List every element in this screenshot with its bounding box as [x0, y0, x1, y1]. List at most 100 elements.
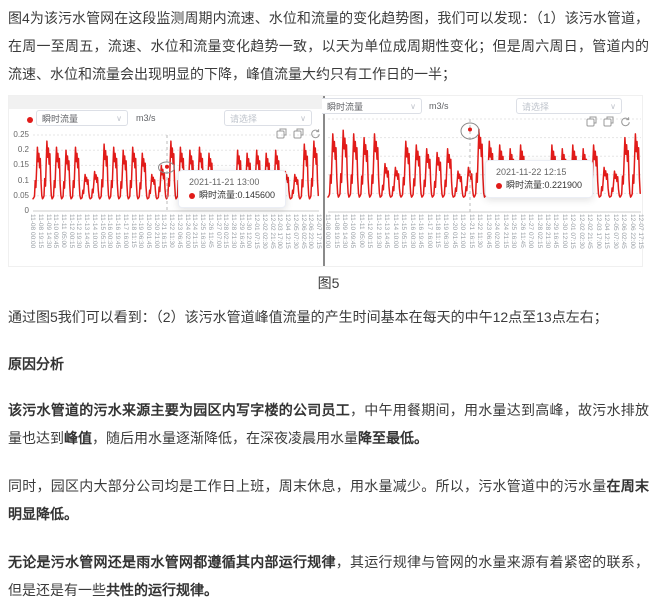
x-tick-label: 11-08 19:15: [36, 214, 44, 249]
x-tick-label: 11-24 02:00: [493, 214, 501, 249]
x-tick-label: 11-19 06:30: [442, 214, 450, 249]
refresh-icon[interactable]: [620, 116, 631, 127]
x-tick-label: 12-06 02:45: [620, 214, 628, 249]
filter-select-placeholder: 请选择: [230, 113, 258, 124]
x-tick-label: 11-20 01:45: [450, 214, 458, 249]
x-tick-label: 11-18 11:15: [129, 214, 137, 248]
x-tick-label: 11-08 00:00: [29, 214, 36, 249]
paragraph-figure4-text: 图4为该污水管网在这段监测周期内流速、水位和流量的变化趋势图，我们可以发现：（1…: [8, 10, 649, 82]
x-tick-label: 11-24 21:15: [501, 214, 509, 249]
x-tick-label: 12-05 07:30: [611, 214, 619, 249]
save-image-icon[interactable]: [293, 128, 304, 139]
legend-dot: [27, 117, 33, 123]
x-tick-label: 11-15 05:15: [98, 214, 106, 249]
x-tick-label: 11-28 21:30: [543, 214, 551, 249]
x-tick-label: 12-02 02:30: [260, 214, 268, 249]
x-tick-label: 11-25 16:30: [510, 214, 518, 249]
x-tick-label: 11-25 16:30: [199, 214, 207, 249]
y-tick-label: 0: [24, 206, 29, 215]
chevron-down-icon: ∨: [300, 113, 306, 123]
series-select[interactable]: 瞬时流量 ∨: [36, 110, 128, 126]
x-tick-label: 11-24 02:00: [183, 214, 191, 249]
filter-select[interactable]: 请选择 ∨: [516, 98, 622, 114]
paragraph-figure5: 通过图5我们可以看到：（2）该污水管道峰值流量的产生时间基本在每天的中午12点至…: [8, 303, 649, 331]
x-tick-label: 12-02 21:45: [586, 214, 594, 249]
paragraph-figure4: 图4为该污水管网在这段监测周期内流速、水位和流量的变化趋势图，我们可以发现：（1…: [8, 4, 649, 88]
x-tick-label: 12-06 22:00: [307, 214, 315, 249]
x-tick-label: 11-08 00:00: [324, 214, 331, 249]
tooltip-datetime: 2021-11-21 13:00: [189, 177, 260, 187]
x-tick-label: 11-09 14:30: [340, 214, 348, 249]
x-tick-label: 12-04 12:15: [284, 214, 292, 249]
tooltip-value: 瞬时流量:0.221900: [506, 180, 583, 190]
x-tick-label: 11-21 16:15: [467, 214, 475, 249]
panel-header-strip: [9, 96, 323, 109]
x-tick-label: 11-16 00:30: [106, 214, 114, 249]
x-tick-label: 11-20 21:00: [152, 214, 160, 249]
x-tick-label: 11-27 07:00: [527, 214, 534, 249]
bold-text: 降至最低。: [358, 430, 428, 446]
x-tick-label: 11-13 14:45: [83, 214, 91, 249]
x-tick-label: 11-18 11:15: [434, 214, 441, 248]
y-tick-label: 0.25: [13, 130, 29, 139]
x-tick-label: 11-29 16:45: [552, 214, 560, 249]
x-tick-label: 12-06 02:45: [299, 214, 307, 249]
y-tick-label: 0.05: [13, 190, 29, 200]
chart-toolbox: [276, 128, 321, 139]
save-image-icon[interactable]: [603, 116, 614, 127]
normal-text: ，随后用水量逐渐降低，在深夜凌晨用水量: [92, 430, 358, 446]
series-select[interactable]: 瞬时流量 ∨: [322, 98, 422, 114]
series-select-value: 瞬时流量: [42, 113, 79, 124]
x-tick-label: 11-26 11:45: [206, 214, 214, 248]
normal-text: 同时，园区内大部分公司均是工作日上班，周末休息，用水量减少。所以，污水管道中的污…: [8, 478, 607, 494]
series-dot: [496, 182, 502, 189]
bold-text: 共性的运行规律。: [106, 582, 218, 598]
chart-divider: [323, 96, 325, 266]
x-tick-label: 11-28 02:15: [222, 214, 230, 249]
x-tick-label: 11-22 11:30: [168, 214, 176, 248]
x-tick-label: 12-02 02:30: [577, 214, 585, 249]
x-tick-label: 11-20 01:45: [144, 214, 152, 249]
x-tick-label: 12-01 07:15: [253, 214, 261, 249]
unit-label: m3/s: [136, 113, 156, 123]
filter-select[interactable]: 请选择 ∨: [224, 110, 312, 126]
x-tick-label: 11-17 16:00: [121, 214, 129, 249]
x-tick-label: 11-19 06:30: [137, 214, 145, 249]
refresh-icon[interactable]: [310, 128, 321, 139]
chart-tooltip: 2021-11-21 13:00 瞬时流量:0.145600: [178, 170, 287, 208]
x-tick-label: 12-03 17:00: [276, 214, 284, 249]
x-tick-label: 11-29 16:45: [237, 214, 245, 249]
x-tick-label: 11-20 21:00: [459, 214, 467, 249]
x-tick-label: 11-09 14:30: [44, 214, 52, 249]
x-tick-label: 11-14 10:00: [90, 214, 98, 249]
x-tick-label: 11-30 12:00: [560, 214, 568, 249]
paragraph-figure5-text: 通过图5我们可以看到：（2）该污水管道峰值流量的产生时间基本在每天的中午12点至…: [8, 309, 608, 325]
chevron-down-icon: ∨: [116, 113, 122, 123]
x-tick-label: 11-13 14:45: [383, 214, 391, 249]
normal-text: ，中午用餐期间，用水量达到高峰，故污水排放量也达到: [8, 402, 649, 446]
x-tick-label: 11-27 07:00: [214, 214, 222, 249]
bold-text: 在周末明显降低。: [8, 478, 649, 522]
y-tick-label: 0.1: [17, 175, 29, 185]
x-tick-label: 11-16 19:45: [417, 214, 425, 249]
x-tick-label: 11-15 05:15: [400, 214, 408, 249]
x-tick-label: 11-28 02:15: [535, 214, 543, 249]
restore-icon[interactable]: [586, 116, 597, 127]
x-tick-label: 11-23 06:45: [484, 214, 492, 249]
bold-text: 峰值: [64, 430, 92, 446]
tooltip-datetime: 2021-11-22 12:15: [496, 167, 567, 177]
x-tick-label: 11-11 05:00: [59, 214, 67, 248]
x-tick-label: 11-21 16:15: [160, 214, 168, 249]
y-tick-label: 0.2: [17, 145, 29, 155]
x-tick-label: 11-16 00:30: [408, 214, 416, 249]
x-tick-label: 11-12 19:30: [75, 214, 83, 249]
tooltip-value: 瞬时流量:0.145600: [199, 190, 276, 200]
restore-icon[interactable]: [276, 128, 287, 139]
bold-text: 该污水管道的污水来源主要为园区内写字楼的公司员工: [8, 402, 350, 418]
x-tick-label: 11-08 19:15: [332, 214, 340, 249]
unit-label: m3/s: [429, 101, 449, 111]
figure5-panel: 瞬时流量 ∨ m3/s 请选择 ∨ 瞬时流量 ∨ m3/s 请选择 ∨: [8, 95, 644, 267]
x-tick-label: 11-24 21:15: [191, 214, 199, 249]
x-tick-label: 11-30 12:00: [245, 214, 253, 249]
